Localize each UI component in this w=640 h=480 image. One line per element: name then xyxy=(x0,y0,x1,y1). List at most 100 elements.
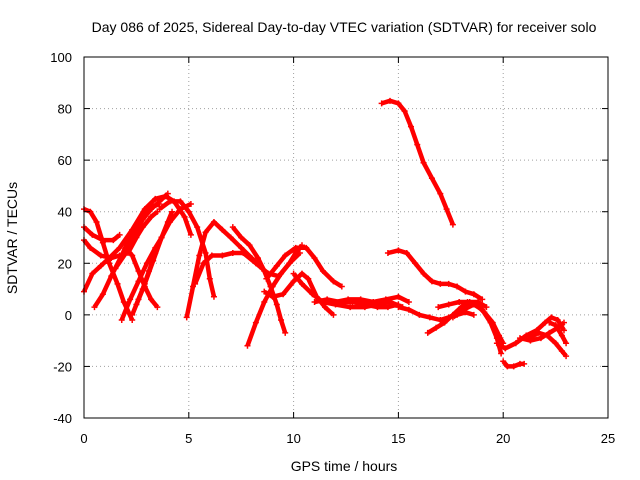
x-tick-label: 5 xyxy=(185,431,192,446)
data-point xyxy=(382,296,389,303)
data-point xyxy=(479,306,486,313)
data-point xyxy=(395,100,402,107)
data-point xyxy=(118,317,125,324)
data-point xyxy=(116,231,123,238)
data-point xyxy=(202,229,209,236)
data-point xyxy=(445,301,452,308)
data-point xyxy=(311,255,318,262)
data-point xyxy=(405,298,412,305)
data-point xyxy=(148,296,155,303)
data-point xyxy=(470,291,477,298)
data-point xyxy=(384,304,391,311)
data-point xyxy=(164,190,171,197)
series-trace-22 xyxy=(380,98,455,226)
data-point xyxy=(426,314,433,321)
data-point xyxy=(108,255,115,262)
data-point xyxy=(403,249,410,256)
data-point xyxy=(269,283,276,290)
data-point xyxy=(206,275,213,282)
data-point xyxy=(552,322,559,329)
series-trace-12 xyxy=(158,199,217,298)
data-point xyxy=(97,262,104,269)
data-point xyxy=(261,298,268,305)
data-point xyxy=(554,317,561,324)
data-point xyxy=(229,224,236,231)
data-point xyxy=(154,304,161,311)
data-point xyxy=(401,108,408,115)
data-point xyxy=(192,280,199,287)
data-point xyxy=(470,301,477,308)
data-point xyxy=(303,244,310,251)
data-point xyxy=(183,314,190,321)
y-tick-labels: -40 -20 0 20 40 60 80 100 xyxy=(50,50,72,426)
data-point xyxy=(512,340,519,347)
data-point xyxy=(227,234,234,241)
y-axis-label: SDTVAR / TECUs xyxy=(4,182,20,294)
data-point xyxy=(177,198,184,205)
data-point xyxy=(548,314,555,321)
data-point xyxy=(395,293,402,300)
x-tick-label: 25 xyxy=(601,431,615,446)
data-point xyxy=(405,306,412,313)
data-point xyxy=(145,268,152,275)
data-point xyxy=(210,293,217,300)
y-tick-label: 100 xyxy=(50,50,72,65)
data-point xyxy=(433,324,440,331)
data-point xyxy=(156,206,163,213)
data-point xyxy=(202,249,209,256)
chart-title: Day 086 of 2025, Sidereal Day-to-day VTE… xyxy=(92,19,597,35)
data-point xyxy=(470,311,477,318)
data-point xyxy=(395,304,402,311)
series-trace-19 xyxy=(291,272,404,310)
data-point xyxy=(139,224,146,231)
data-point xyxy=(462,288,469,295)
data-point xyxy=(558,347,565,354)
data-point xyxy=(546,319,553,326)
data-point xyxy=(544,332,551,339)
data-point xyxy=(196,252,203,259)
data-point xyxy=(414,141,421,148)
data-point xyxy=(282,252,289,259)
data-point xyxy=(330,311,337,318)
data-point xyxy=(479,296,486,303)
data-point xyxy=(357,296,364,303)
data-point xyxy=(449,221,456,228)
y-tick-label: 0 xyxy=(65,308,72,323)
series-trace-08 xyxy=(124,246,160,309)
data-point xyxy=(525,335,532,342)
data-point xyxy=(116,244,123,251)
data-point xyxy=(181,213,188,220)
data-point xyxy=(238,244,245,251)
data-point xyxy=(187,231,194,238)
data-point xyxy=(89,270,96,277)
data-point xyxy=(563,353,570,360)
data-point xyxy=(521,360,528,367)
data-point xyxy=(437,280,444,287)
data-point xyxy=(298,280,305,287)
data-point xyxy=(290,270,297,277)
data-point xyxy=(152,249,159,256)
data-point xyxy=(309,291,316,298)
data-point xyxy=(122,244,129,251)
y-tick-label: 40 xyxy=(58,205,72,220)
data-point xyxy=(156,198,163,205)
data-point xyxy=(560,327,567,334)
data-point xyxy=(164,219,171,226)
data-point xyxy=(441,319,448,326)
data-point xyxy=(412,260,419,267)
data-point xyxy=(502,345,509,352)
x-tick-labels: 0 5 10 15 20 25 xyxy=(80,431,615,446)
data-point xyxy=(169,208,176,215)
data-point xyxy=(99,291,106,298)
data-point xyxy=(158,234,165,241)
data-point xyxy=(110,237,117,244)
data-point xyxy=(500,358,507,365)
data-point xyxy=(269,293,276,300)
data-point xyxy=(143,260,150,267)
data-point xyxy=(510,363,517,370)
series-trace-01 xyxy=(81,193,194,293)
data-point xyxy=(129,317,136,324)
tick-marks xyxy=(83,56,609,419)
data-point xyxy=(210,219,217,226)
data-point xyxy=(240,249,247,256)
